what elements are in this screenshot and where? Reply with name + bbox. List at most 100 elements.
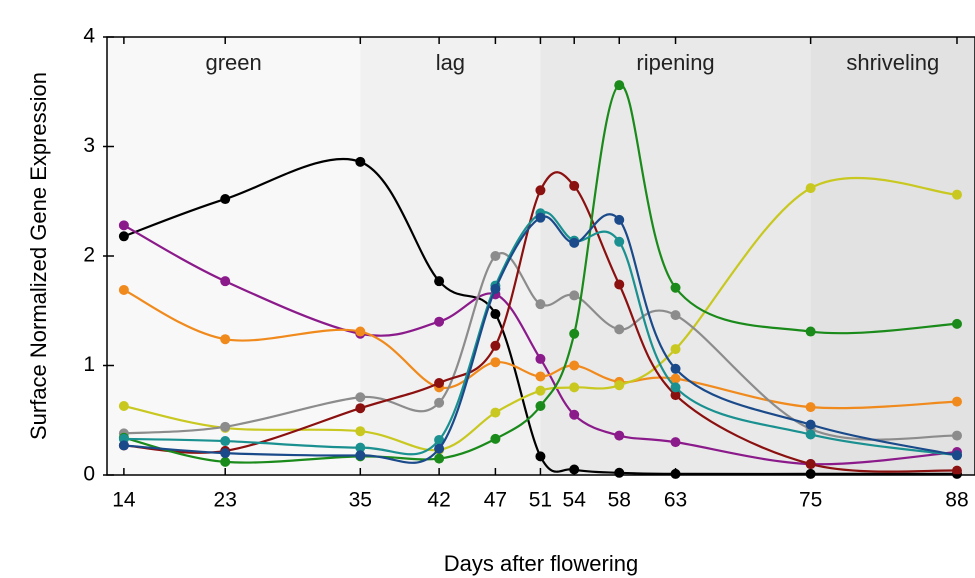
region-label: lag [436,50,465,75]
data-point [614,380,625,391]
data-point [569,360,580,371]
data-point [951,430,962,441]
data-point [614,430,625,441]
data-point [569,382,580,393]
region-band [107,37,361,475]
data-point [670,382,681,393]
data-point [118,231,129,242]
series-line [123,157,957,476]
data-point [569,464,580,475]
data-point [951,450,962,461]
data-point [951,189,962,200]
data-point [535,385,546,396]
data-point [535,353,546,364]
x-tick-label: 75 [799,489,822,512]
y-tick-label: 2 [83,244,95,267]
data-point [355,426,366,437]
region-band [810,37,975,475]
x-axis-title: Days after flowering [444,551,638,576]
data-point [220,194,231,205]
x-tick-label: 51 [529,489,552,512]
data-point [569,237,580,248]
y-tick-label: 1 [83,353,95,376]
data-point [434,443,445,454]
data-point [805,402,816,413]
data-point [670,437,681,448]
data-point [490,433,501,444]
data-point [569,180,580,191]
region-label: green [206,50,262,75]
data-point [670,344,681,355]
y-axis-title: Surface Normalized Gene Expression [26,72,51,440]
data-point [670,390,681,401]
data-point [614,467,625,478]
data-point [220,436,231,447]
data-point [951,318,962,329]
data-point [220,448,231,459]
y-tick-label: 3 [83,134,95,157]
y-tick-label: 0 [83,463,95,486]
data-point [805,183,816,194]
data-point [535,299,546,310]
x-tick-label: 63 [664,489,687,512]
data-point [569,290,580,301]
data-point [434,434,445,445]
data-point [220,276,231,287]
data-point [490,309,501,320]
x-tick-label: 58 [608,489,631,512]
x-tick-label: 35 [349,489,372,512]
data-point [355,326,366,337]
x-tick-label: 47 [484,489,507,512]
data-point [569,328,580,339]
data-point [434,378,445,389]
y-tick-label: 4 [83,25,95,48]
data-point [614,80,625,91]
region-band [540,37,811,475]
x-tick-label: 88 [945,489,968,512]
series-line [123,84,958,464]
series-line [123,252,958,441]
data-point [535,401,546,412]
data-point [614,324,625,335]
data-point [434,316,445,327]
data-point [355,442,366,453]
data-point [355,450,366,461]
data-point [535,451,546,462]
x-tick-label: 54 [563,489,587,512]
data-point [118,220,129,231]
data-point [118,440,129,451]
data-point [670,282,681,293]
data-point [355,392,366,403]
data-point [569,409,580,420]
data-point [670,373,681,384]
data-point [805,468,816,479]
data-point [951,396,962,407]
data-point [535,371,546,382]
region-label: ripening [636,50,714,75]
data-point [220,456,231,467]
data-point [118,284,129,295]
x-tick-label: 23 [214,489,237,512]
data-point [535,185,546,196]
data-point [614,236,625,247]
x-tick-label: 42 [427,489,450,512]
data-point [355,403,366,414]
data-point [490,407,501,418]
data-point [355,156,366,167]
data-point [490,357,501,368]
data-point [220,334,231,345]
region-band [360,37,541,475]
region-label: shriveling [846,50,939,75]
data-point [535,212,546,223]
data-point [490,251,501,261]
data-point [434,276,445,287]
data-point [951,465,962,476]
data-point [434,397,445,408]
data-point [614,214,625,225]
data-point [670,310,681,321]
data-point [490,283,501,294]
data-point [805,429,816,440]
data-point [614,279,625,290]
data-point [490,340,501,351]
